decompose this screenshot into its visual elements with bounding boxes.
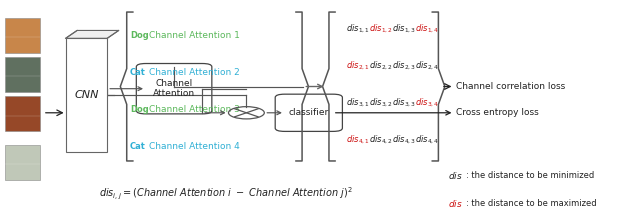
Text: Cross entropy loss: Cross entropy loss: [456, 108, 539, 117]
Text: Dog: Dog: [130, 105, 148, 114]
Text: Cat: Cat: [130, 68, 146, 77]
Text: classifier: classifier: [289, 108, 329, 117]
Bar: [5, 18, 40, 53]
Text: Channel Attention 3: Channel Attention 3: [149, 105, 240, 114]
Text: $dis_{3,1}$: $dis_{3,1}$: [346, 97, 369, 109]
Text: $dis_{3,2}$: $dis_{3,2}$: [369, 97, 392, 109]
Text: $dis_{i,j} = (Channel\ Attention\ i\ -\ Channel\ Attention\ j)^{2}$: $dis_{i,j} = (Channel\ Attention\ i\ -\ …: [99, 186, 353, 202]
Text: $dis_{4,1}$: $dis_{4,1}$: [346, 134, 369, 146]
Text: $dis$: $dis$: [448, 170, 463, 181]
Text: $dis_{2,4}$: $dis_{2,4}$: [415, 60, 439, 72]
Text: Dog: Dog: [130, 30, 148, 40]
Bar: [5, 57, 40, 92]
Text: Channel Attention 4: Channel Attention 4: [149, 142, 240, 151]
Bar: [5, 145, 40, 180]
Text: $dis_{1,4}$: $dis_{1,4}$: [415, 22, 439, 35]
Polygon shape: [66, 30, 119, 38]
FancyBboxPatch shape: [275, 94, 342, 131]
Text: $dis_{2,3}$: $dis_{2,3}$: [392, 60, 416, 72]
Text: $dis_{1,2}$: $dis_{1,2}$: [369, 22, 392, 35]
Text: $dis_{1,3}$: $dis_{1,3}$: [392, 22, 416, 35]
Text: Channel
Attention: Channel Attention: [153, 79, 195, 98]
Text: $dis_{4,3}$: $dis_{4,3}$: [392, 134, 416, 146]
Text: Channel correlation loss: Channel correlation loss: [456, 82, 566, 91]
Text: Channel Attention 2: Channel Attention 2: [149, 68, 240, 77]
Text: : the distance to be minimized: : the distance to be minimized: [466, 171, 594, 180]
Text: $dis_{4,2}$: $dis_{4,2}$: [369, 134, 392, 146]
Bar: [5, 96, 40, 131]
Text: $dis$: $dis$: [448, 198, 463, 209]
Text: Cat: Cat: [130, 142, 146, 151]
Text: $dis_{2,2}$: $dis_{2,2}$: [369, 60, 392, 72]
Text: CNN: CNN: [74, 90, 99, 100]
Text: $dis_{3,3}$: $dis_{3,3}$: [392, 97, 416, 109]
Text: $dis_{1,1}$: $dis_{1,1}$: [346, 22, 369, 35]
Text: $dis_{3,4}$: $dis_{3,4}$: [415, 97, 439, 109]
Polygon shape: [66, 38, 108, 152]
FancyBboxPatch shape: [136, 64, 212, 114]
Text: $dis_{4,4}$: $dis_{4,4}$: [415, 134, 439, 146]
Text: Channel Attention 1: Channel Attention 1: [149, 30, 240, 40]
Text: $dis_{2,1}$: $dis_{2,1}$: [346, 60, 369, 72]
Text: : the distance to be maximized: : the distance to be maximized: [466, 199, 596, 208]
